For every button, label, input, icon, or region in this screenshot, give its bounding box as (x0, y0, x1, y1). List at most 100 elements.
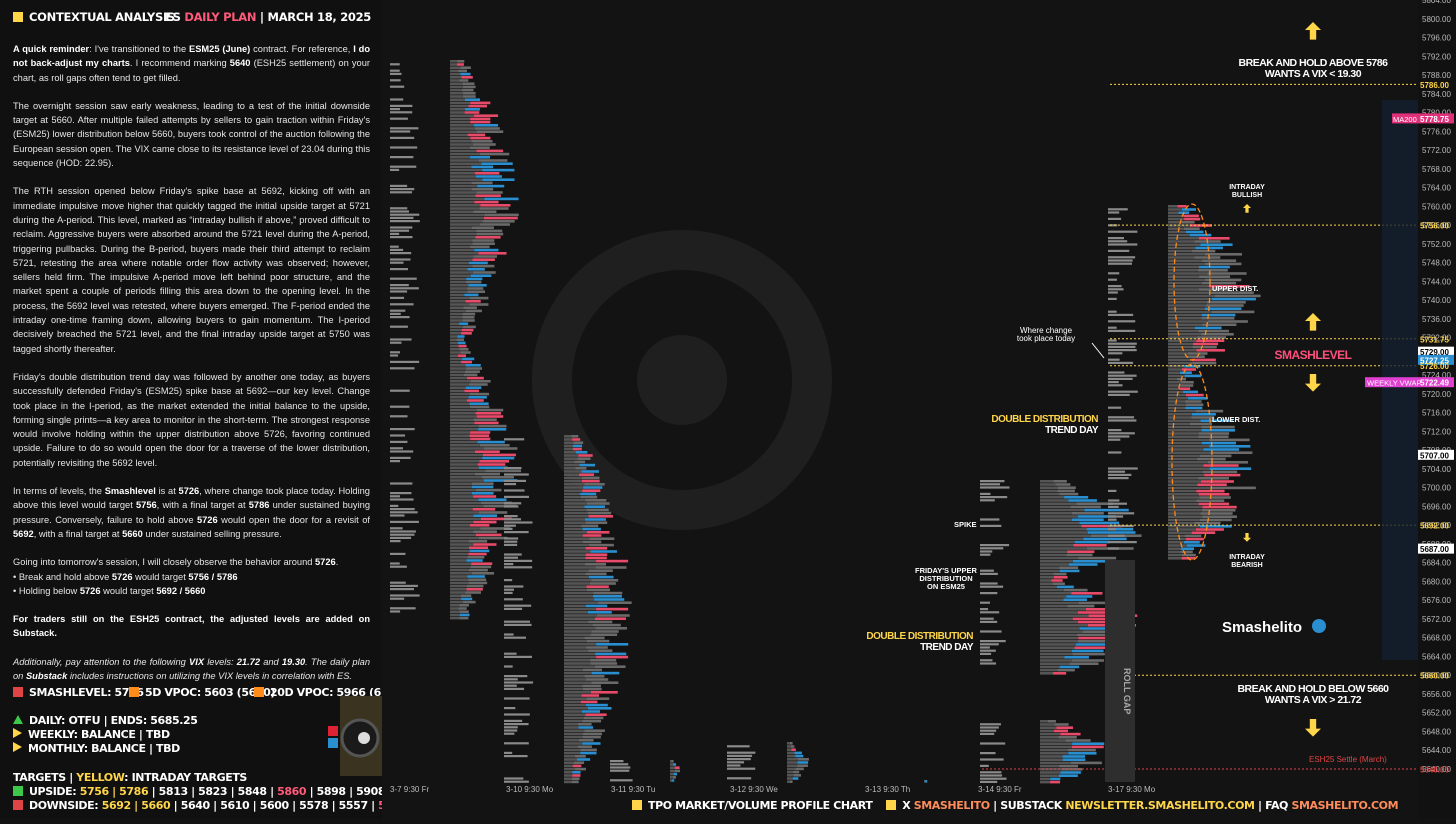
volume-bar (465, 300, 481, 303)
t: and (260, 656, 282, 667)
footer-x: X (902, 799, 911, 812)
volume-bar (587, 588, 611, 592)
volume-bar (475, 488, 502, 492)
tpo-letters (1108, 285, 1122, 288)
volume-bar (572, 447, 582, 451)
footer-newsletter-link[interactable]: NEWSLETTER.SMASHELITO.COM (1065, 799, 1255, 812)
tpo-letters (504, 540, 518, 543)
tpo-bar (1168, 377, 1177, 381)
tpo-bar (450, 312, 463, 316)
tpo-bar (564, 681, 592, 684)
tpo-bar (1168, 422, 1190, 426)
tpo-bar (450, 252, 479, 255)
price-axis: 5804.00 5800.00 5796.00 5792.00 5788.00 5784.… (1365, 0, 1456, 819)
t: DOWNSIDE: (29, 799, 102, 812)
tpo-bar (1168, 269, 1198, 272)
volume-bar (478, 498, 507, 501)
tpo-bar (564, 502, 587, 505)
tpo-bar (1168, 301, 1207, 304)
tpo-bar (450, 373, 464, 377)
weekly-vwap-tag (1365, 377, 1418, 388)
volume-bar (1063, 588, 1088, 592)
session-label: 3-17 9:30 Mo (1108, 785, 1156, 794)
volume-bar (1205, 304, 1244, 307)
tpo-bar (564, 780, 572, 784)
tpo-bar (450, 184, 478, 188)
volume-bar (1207, 461, 1248, 464)
volume-bar (476, 130, 504, 133)
tpo-bar (1168, 297, 1212, 301)
tpo-bar (450, 405, 470, 409)
tpo-bar (564, 438, 573, 441)
t: would open the door for a revisit of (217, 514, 370, 525)
price-tick-label: 5784.00 (1422, 90, 1451, 99)
tpo-bar (450, 472, 476, 476)
tpo-bar (1040, 524, 1082, 528)
volume-bar (476, 415, 504, 418)
volume-bar (457, 338, 465, 341)
price-tag-label: 5722.49 (1420, 379, 1449, 388)
tpo-bar (564, 662, 591, 665)
tpo-bar (1168, 397, 1188, 400)
volume-bar (465, 280, 482, 284)
tpo-bar (450, 133, 468, 137)
ma200-label: MA200 (1393, 115, 1417, 124)
tpo-bar (1040, 755, 1063, 758)
tpo-bar (564, 777, 572, 780)
volume-bar (478, 466, 508, 469)
footer-handle[interactable]: SMASHELITO (913, 799, 990, 812)
volume-bar (1083, 537, 1127, 541)
tpo-letters (504, 723, 529, 726)
tpo-bar (1168, 275, 1200, 278)
volume-bar (794, 774, 802, 777)
tpo-bar (564, 470, 582, 473)
volume-bar (467, 290, 486, 293)
tpo-letters (390, 434, 406, 437)
volume-bar (469, 405, 490, 409)
volume-bar (1068, 752, 1097, 755)
chart-canvas[interactable]: 5804.00 5800.00 5796.00 5792.00 5788.00 5784.… (382, 0, 1456, 819)
volume-bar (672, 776, 676, 779)
volume-bar (469, 549, 490, 553)
price-tick-label: 5696.00 (1422, 502, 1451, 511)
t: YELLOW (76, 771, 125, 784)
tpo-bar (564, 735, 583, 739)
tpo-letters (1108, 358, 1120, 361)
volume-bar (461, 328, 474, 332)
tpo-letters (390, 536, 412, 539)
tpo-bar (564, 508, 587, 512)
session-label: 3-12 9:30 We (730, 785, 778, 794)
volume-bar (472, 258, 495, 261)
tpo-letters (1108, 515, 1124, 518)
tpo-bar (564, 668, 583, 672)
tpo-chart[interactable]: 5804.00 5800.00 5796.00 5792.00 5788.00 5784.… (382, 0, 1456, 819)
tpo-letters (390, 127, 419, 130)
tpo-letters (390, 277, 417, 280)
tpo-letters (610, 760, 624, 763)
yellow-square-icon (13, 12, 23, 22)
tpo-bar (450, 517, 481, 521)
tpo-letters (390, 405, 410, 408)
tpo-letters (504, 655, 532, 658)
volume-bar (577, 457, 591, 460)
tpo-bar (450, 575, 468, 578)
volume-bar (1179, 387, 1191, 390)
footer-site-link[interactable]: SMASHELITO.COM (1291, 799, 1399, 812)
volume-bar (582, 684, 601, 688)
tpo-letters (504, 732, 515, 735)
tpo-bar (1168, 361, 1193, 365)
volume-bar (466, 287, 484, 290)
price-tick-label: 5744.00 (1422, 277, 1451, 286)
price-tick-label: 5792.00 (1422, 52, 1451, 61)
tpo-bar (1168, 342, 1194, 346)
tpo-letters (1108, 291, 1118, 294)
volume-bar (1207, 272, 1247, 275)
tpo-letters (980, 729, 997, 732)
tpo-bar (1040, 659, 1073, 662)
tpo-letters (980, 585, 1004, 588)
tpo-letters (504, 678, 518, 681)
tpo-bar (787, 754, 796, 758)
tpo-bar (450, 572, 473, 575)
volume-bar (458, 344, 467, 348)
volume-bar (1198, 435, 1229, 438)
